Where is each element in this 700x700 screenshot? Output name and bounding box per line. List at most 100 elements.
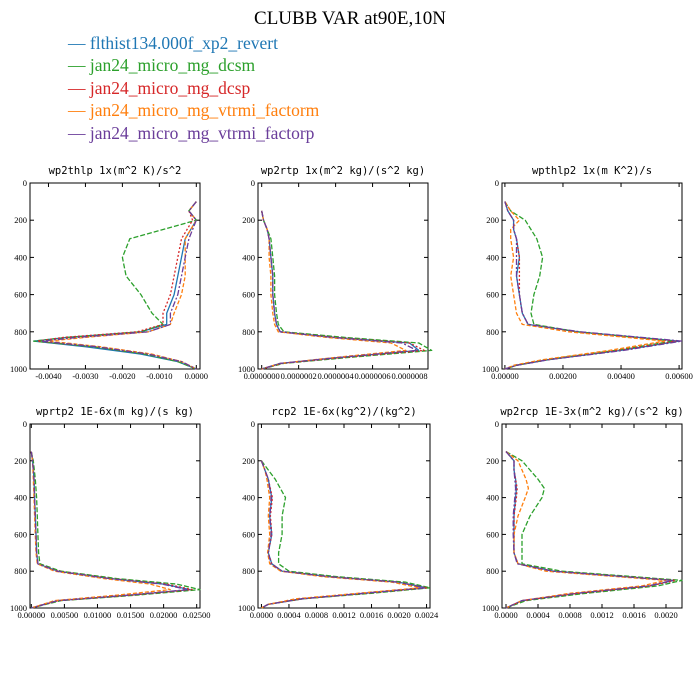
series-line (30, 451, 193, 609)
series-line (261, 210, 418, 370)
chart-title: rcp2 1E-6x(kg^2)/(kg^2) (271, 406, 416, 418)
y-tick-label: 600 (242, 290, 255, 300)
y-tick-label: 1000 (238, 603, 255, 613)
y-tick-label: 0 (23, 419, 27, 429)
plot-frame (29, 182, 201, 370)
x-tick-label: 0.0000 (250, 610, 273, 620)
plot-frame (501, 423, 683, 609)
legend-label: flthist134.000f_xp2_revert (89, 33, 278, 53)
legend: — flthist134.000f_xp2_revert — jan24_mic… (68, 32, 319, 144)
x-tick-label: 0.0012 (332, 610, 355, 620)
series-line (30, 451, 201, 609)
legend-label: jan24_micro_mg_vtrmi_factorp (89, 122, 315, 143)
y-tick-label: 200 (14, 456, 27, 466)
chart-title: wpthlp2 1x(m K^2)/s (532, 165, 652, 177)
x-tick-label: 0.0004 (277, 610, 301, 620)
y-tick-label: 800 (14, 327, 27, 337)
series-line (33, 201, 197, 370)
legend-label: jan24_micro_mg_vtrmi_factorm (89, 100, 320, 121)
y-tick-label: 1000 (10, 603, 27, 613)
series-line (261, 210, 407, 370)
chart-panel: rcp2 1E-6x(kg^2)/(kg^2) 0 200 400 600 800 1000… (238, 406, 439, 620)
x-tick-label: 0.00000 (491, 371, 519, 381)
y-tick-label: 800 (486, 327, 499, 337)
y-tick-label: 400 (242, 252, 255, 262)
x-tick-label: 0.02000 (150, 610, 178, 620)
y-tick-label: 800 (242, 566, 255, 576)
x-tick-label: 0.0008 (558, 610, 581, 620)
y-tick-label: 400 (486, 252, 499, 262)
x-tick-label: 0.0016 (622, 610, 645, 620)
legend-line-marker: — (68, 33, 90, 53)
x-tick-label: 0.0004 (526, 610, 550, 620)
series-line (260, 460, 428, 609)
y-tick-label: 200 (486, 215, 499, 225)
series-line (504, 201, 674, 370)
chart-panel: wpthlp2 1x(m K^2)/s020040060080010000.00… (482, 165, 693, 381)
y-tick-label: 1000 (482, 603, 499, 613)
series-line (505, 451, 667, 609)
x-tick-label: 0.0020 (654, 610, 677, 620)
y-tick-label: 200 (14, 215, 27, 225)
plot-frame (257, 182, 429, 370)
y-tick-label: 0 (495, 419, 499, 429)
legend-line-marker: — (68, 100, 90, 121)
series-line (261, 210, 425, 370)
y-tick-label: 400 (14, 252, 27, 262)
series-line (260, 460, 421, 609)
series-line (30, 451, 171, 609)
y-tick-label: 200 (486, 456, 499, 466)
y-tick-label: 800 (14, 566, 27, 576)
x-tick-label: -0.0010 (146, 371, 172, 381)
plot-frame (257, 423, 431, 609)
series-line (504, 201, 683, 370)
chart-title: wprtp2 1E-6x(m kg)/(s kg) (36, 406, 194, 418)
y-tick-label: 600 (486, 290, 499, 300)
x-tick-label: 0.00200 (549, 371, 577, 381)
y-tick-label: 1000 (238, 364, 255, 374)
series-line (40, 201, 197, 370)
page-title: CLUBB VAR at90E,10N (254, 8, 446, 29)
series-line (505, 451, 683, 609)
x-tick-label: 0.00500 (51, 610, 79, 620)
plot-frame (501, 182, 683, 370)
x-tick-label: 0.0024 (415, 610, 439, 620)
x-tick-label: -0.0030 (72, 371, 98, 381)
legend-label: jan24_micro_mg_dcsm (89, 55, 256, 76)
x-tick-label: 0.01500 (117, 610, 145, 620)
legend-item: — jan24_micro_mg_dcsm (68, 54, 319, 76)
x-tick-label: 0.02500 (183, 610, 211, 620)
x-tick-label: 0.00000 (18, 610, 46, 620)
series-line (504, 201, 666, 370)
chart-title: wp2rcp 1E-3x(m^2 kg)/(s^2 kg) (500, 406, 683, 418)
series-line (47, 201, 197, 370)
legend-item: — flthist134.000f_xp2_revert (68, 32, 319, 54)
y-tick-label: 0 (23, 178, 27, 188)
x-tick-label: -0.0020 (109, 371, 135, 381)
y-tick-label: 800 (242, 327, 255, 337)
y-tick-label: 600 (14, 290, 27, 300)
y-tick-label: 0 (251, 178, 255, 188)
x-tick-label: 0.0020 (387, 610, 410, 620)
series-line (504, 201, 680, 370)
x-tick-label: 0.0000 (494, 610, 517, 620)
plot-frame (29, 423, 201, 609)
x-tick-label: 0.0000 (185, 371, 208, 381)
x-tick-label: 0.00400 (607, 371, 635, 381)
chart-panel: wprtp2 1E-6x(m kg)/(s kg) 0 200 400 600 800 10… (10, 406, 211, 620)
x-tick-label: 0.0000006 (355, 371, 391, 381)
x-tick-label: 0.0000002 (281, 371, 317, 381)
legend-label: jan24_micro_mg_dcsp (89, 77, 251, 98)
legend-line-marker: — (68, 55, 90, 76)
series-line (505, 451, 674, 609)
legend-item: — jan24_micro_mg_vtrmi_factorm (68, 99, 319, 121)
chart-title: wp2rtp 1x(m^2 kg)/(s^2 kg) (261, 165, 425, 177)
y-tick-label: 600 (242, 529, 255, 539)
series-line (260, 460, 426, 609)
x-tick-label: 0.0000004 (318, 371, 355, 381)
legend-line-marker: — (68, 122, 90, 143)
series-line (260, 460, 431, 609)
x-tick-label: -0.0040 (35, 371, 61, 381)
y-tick-label: 1000 (10, 364, 27, 374)
chart-panel: wp2rtp 1x(m^2 kg)/(s^2 kg) 0 200 400 600 800 1… (238, 165, 433, 381)
